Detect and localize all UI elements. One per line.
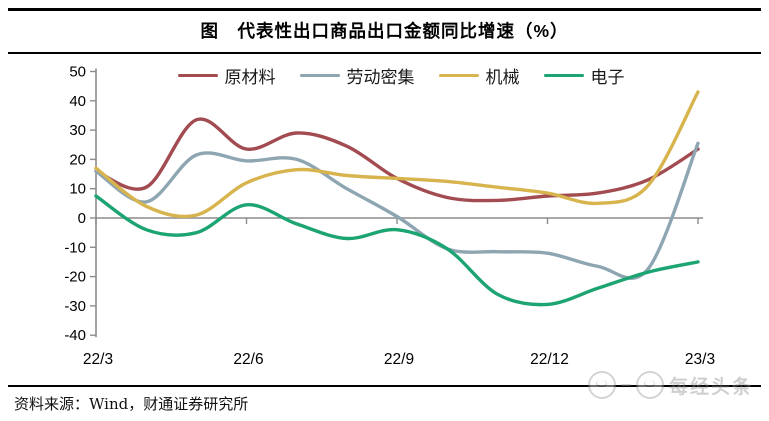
series-line-2 xyxy=(94,90,700,219)
y-tick-label: 50 xyxy=(69,64,86,81)
legend-series-label: 电子 xyxy=(590,68,625,88)
y-tick-label: -10 xyxy=(64,239,86,256)
x-tick-label: 23/3 xyxy=(685,351,715,368)
watermark-logo-icon xyxy=(635,371,664,399)
y-tick-label: 40 xyxy=(69,93,86,110)
y-tick-label: 20 xyxy=(69,151,86,168)
legend-item: 机械 xyxy=(438,63,520,88)
figure-header: 图 代表性出口商品出口金额同比增速（%） xyxy=(8,8,761,54)
series-line-0 xyxy=(94,117,700,203)
watermark-text: 每经头条 xyxy=(668,375,753,398)
x-tick-label: 22/12 xyxy=(530,351,569,368)
legend-item: 劳动密集 xyxy=(299,63,415,88)
x-tick-label: 22/6 xyxy=(233,351,263,368)
series-line-3 xyxy=(94,194,700,307)
y-tick-label: 10 xyxy=(69,181,86,198)
y-tick-label: -30 xyxy=(64,298,86,315)
y-tick-label: 30 xyxy=(69,122,86,139)
data-source-note: 资料来源：Wind，财通证券研究所 xyxy=(14,395,249,413)
legend-series-label: 原材料 xyxy=(224,68,276,88)
y-tick-label: -40 xyxy=(64,327,86,344)
legend-item: 电子 xyxy=(543,63,625,88)
legend-swatch-icon xyxy=(438,73,479,78)
legend-series-label: 劳动密集 xyxy=(346,68,415,88)
chart-legend: 原材料 劳动密集 机械 电子 xyxy=(96,63,706,88)
footer-divider xyxy=(8,385,761,387)
watermark: 每经头条 xyxy=(587,371,753,399)
watermark-dash-icon xyxy=(620,384,631,386)
y-tick-label: -20 xyxy=(64,269,86,286)
series-line-1 xyxy=(94,141,700,280)
legend-item: 原材料 xyxy=(177,63,276,88)
legend-swatch-icon xyxy=(177,73,218,78)
x-tick-label: 22/9 xyxy=(384,351,414,368)
legend-swatch-icon xyxy=(299,73,340,78)
chart-title: 图 代表性出口商品出口金额同比增速（%） xyxy=(200,21,569,41)
legend-series-label: 机械 xyxy=(485,68,520,88)
x-tick-label: 22/3 xyxy=(83,351,113,368)
y-tick-label: 0 xyxy=(78,210,86,227)
legend-swatch-icon xyxy=(543,73,584,78)
watermark-logo-icon xyxy=(587,371,616,399)
